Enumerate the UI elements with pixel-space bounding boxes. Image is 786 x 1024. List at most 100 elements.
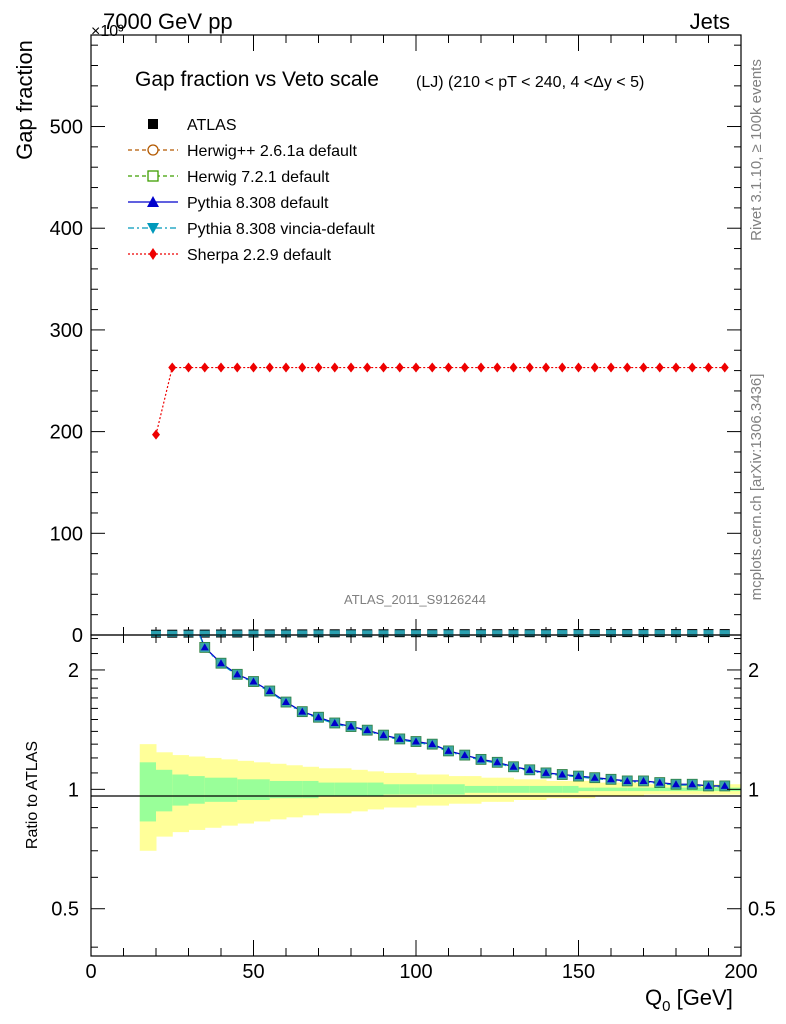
sherpa-line [155,366,725,435]
mc-point [459,630,470,637]
ratio-y-tick-label-right: 1 [748,779,759,801]
sherpa-point [282,362,290,373]
sherpa-point [363,362,372,373]
inner-band-bin [643,787,661,792]
x-tick-label: 0 [85,961,96,983]
legend-marker [147,144,159,156]
pythia-ratio-marker [623,776,632,784]
ratio-axis-ticks: 0.5 0.5 1 1 2 2 0 50 100 150 200 [51,635,776,983]
pythia-ratio-marker [574,772,583,780]
mc-point [476,630,486,637]
chart-title: Gap fraction vs Veto scale [135,68,379,91]
legend-label: ATLAS [187,117,237,134]
x-tick-label: 150 [562,961,595,983]
mc-point [232,630,243,637]
sherpa-point [623,362,632,373]
x-tick-label: 100 [399,961,432,983]
legend-marker [149,248,157,260]
inner-band-bin [659,787,677,792]
pythia-ratio-marker [639,776,648,784]
main-data-marks [151,362,730,638]
inner-band-bin [627,787,644,792]
legend-label: Pythia 8.308 vincia-default [187,221,375,238]
ratio-y-tick-label: 1 [68,779,79,801]
sherpa-point [298,362,307,373]
mc-point [671,630,681,637]
inner-band-bin [351,782,368,797]
legend: ATLAS Herwig++ 2.6.1a default Herwig 7.2.1… [128,117,375,264]
inner-band-bin [204,777,222,802]
sherpa-point [525,362,534,373]
sherpa-point [688,362,697,373]
mc-point [573,630,584,637]
pythia-ratio-marker [607,775,615,783]
pythia-ratio-marker [590,773,599,781]
mc-point [199,630,210,637]
mc-point [183,630,194,637]
inner-band-bin [334,782,352,797]
uncertainty-band [139,744,742,851]
pythia-ratio-marker [672,780,680,788]
mc-point [589,630,600,637]
mc-point [248,630,259,637]
analysis-id: ATLAS_2011_S9126244 [344,592,486,607]
mc-point [427,630,438,637]
x-tick-label: 200 [724,961,757,983]
legend-label: Sherpa 2.2.9 default [187,247,332,264]
mc-point [378,630,389,637]
mc-point [346,630,356,637]
mc-point [524,630,535,637]
mc-point [167,630,178,637]
legend-marker [147,170,159,182]
sherpa-point [379,362,388,373]
pythia-ratio-marker [428,740,437,748]
main-y-tick-label: 0 [72,625,83,647]
main-y-tick-label: 500 [50,117,83,139]
sherpa-point [493,362,502,373]
pythia-ratio-marker [282,698,290,706]
inner-band-bin [156,769,173,812]
sherpa-point [347,362,355,373]
pythia-ratio-marker [509,762,518,770]
inner-band-bin [318,782,336,797]
mc-point [508,630,519,637]
inner-band-bin [513,785,531,793]
sherpa-point [672,362,680,373]
vincia-ratio-line [199,635,725,788]
pythia-ratio-marker [477,755,485,763]
mc-point [297,630,308,637]
sherpa-point [558,362,567,373]
sherpa-point [168,362,177,373]
mc-point [638,630,649,637]
x-axis-label: Q0 [GeV] [645,985,733,1015]
mc-point [281,630,291,637]
legend-label: Herwig 7.2.1 default [187,169,330,186]
inner-band-bin [367,782,384,797]
inner-band-bin [399,784,417,795]
pythia-ratio-marker [688,780,697,788]
sherpa-point [412,362,420,373]
mc-point [313,630,324,637]
sherpa-point [590,362,599,373]
inner-band-bin [676,787,693,792]
sherpa-point [184,362,193,373]
sherpa-point [314,362,323,373]
inner-band-bin [578,787,596,792]
mc-point [492,630,503,637]
pythia-ratio-marker [655,778,664,786]
pythia-ratio-marker [363,726,372,734]
ratio-y-tick-label-right: 2 [748,660,759,682]
mc-point [362,630,373,637]
inner-band-bin [692,787,709,792]
sherpa-point [152,429,160,440]
inner-band-bin [611,787,628,792]
pythia-ratio-marker [314,713,323,721]
sherpa-point [200,362,209,373]
sherpa-point [460,362,469,373]
inner-band-bin [269,780,287,799]
pythia-ratio-marker [379,731,388,739]
mc-point [541,630,551,637]
legend-label: Pythia 8.308 default [187,195,329,212]
mc-point [703,630,714,637]
sherpa-point [395,362,404,373]
